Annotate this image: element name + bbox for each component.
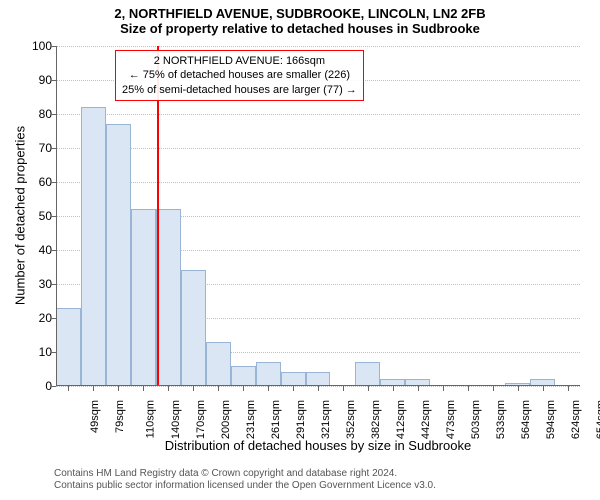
- x-tick-label: 654sqm: [595, 400, 600, 439]
- y-tick-label: 20: [4, 311, 52, 325]
- x-tick-mark: [568, 386, 569, 391]
- x-tick-label: 321sqm: [320, 400, 332, 439]
- x-tick-label: 533sqm: [495, 400, 507, 439]
- x-tick-label: 291sqm: [295, 400, 307, 439]
- x-tick-mark: [143, 386, 144, 391]
- x-tick-mark: [543, 386, 544, 391]
- y-tick-mark: [51, 46, 56, 47]
- histogram-bar: [81, 107, 106, 386]
- y-axis-line: [56, 46, 57, 386]
- y-tick-label: 40: [4, 243, 52, 257]
- x-tick-label: 170sqm: [195, 400, 207, 439]
- y-tick-mark: [51, 216, 56, 217]
- x-tick-mark: [93, 386, 94, 391]
- histogram-bar: [181, 270, 206, 386]
- x-tick-mark: [443, 386, 444, 391]
- y-tick-group: 0102030405060708090100: [0, 46, 56, 386]
- x-tick-label: 200sqm: [220, 400, 232, 439]
- x-tick-mark: [468, 386, 469, 391]
- x-tick-label: 473sqm: [445, 400, 457, 439]
- x-tick-mark: [118, 386, 119, 391]
- x-tick-label: 503sqm: [470, 400, 482, 439]
- title-line-1: 2, NORTHFIELD AVENUE, SUDBROOKE, LINCOLN…: [0, 0, 600, 21]
- y-tick-mark: [51, 284, 56, 285]
- annotation-box: 2 NORTHFIELD AVENUE: 166sqm← 75% of deta…: [115, 50, 364, 101]
- x-tick-group: 49sqm 79sqm 110sqm 140sqm 170sqm 200sqm 231sqm…: [56, 386, 580, 446]
- x-tick-label: 79sqm: [114, 400, 126, 433]
- y-tick-mark: [51, 318, 56, 319]
- x-tick-mark: [393, 386, 394, 391]
- annotation-line: 2 NORTHFIELD AVENUE: 166sqm: [122, 54, 357, 68]
- x-tick-mark: [168, 386, 169, 391]
- y-tick-mark: [51, 250, 56, 251]
- histogram-bar: [106, 124, 131, 386]
- y-tick-label: 80: [4, 107, 52, 121]
- x-tick-mark: [518, 386, 519, 391]
- x-tick-mark: [243, 386, 244, 391]
- x-tick-label: 352sqm: [345, 400, 357, 439]
- x-tick-label: 261sqm: [270, 400, 282, 439]
- histogram-bar: [256, 362, 281, 386]
- y-tick-label: 90: [4, 73, 52, 87]
- x-tick-label: 624sqm: [570, 400, 582, 439]
- y-tick-label: 100: [4, 39, 52, 53]
- x-tick-mark: [293, 386, 294, 391]
- x-tick-mark: [268, 386, 269, 391]
- attribution-footer: Contains HM Land Registry data © Crown c…: [54, 468, 436, 492]
- histogram-bar: [281, 372, 306, 386]
- y-tick-mark: [51, 182, 56, 183]
- x-tick-mark: [343, 386, 344, 391]
- gridline: [56, 114, 580, 115]
- y-tick-mark: [51, 352, 56, 353]
- x-tick-label: 110sqm: [145, 400, 157, 438]
- histogram-bar: [56, 308, 81, 386]
- x-tick-mark: [368, 386, 369, 391]
- x-tick-mark: [418, 386, 419, 391]
- gridline: [56, 46, 580, 47]
- annotation-line: ← 75% of detached houses are smaller (22…: [122, 68, 357, 82]
- x-tick-label: 140sqm: [170, 400, 182, 439]
- footer-line-2: Contains public sector information licen…: [54, 480, 436, 492]
- footer-line-1: Contains HM Land Registry data © Crown c…: [54, 468, 436, 480]
- y-tick-label: 30: [4, 277, 52, 291]
- histogram-bar: [231, 366, 256, 386]
- histogram-bar: [306, 372, 331, 386]
- x-tick-mark: [193, 386, 194, 391]
- x-tick-label: 412sqm: [395, 400, 407, 439]
- gridline: [56, 182, 580, 183]
- x-tick-mark: [68, 386, 69, 391]
- chart-container: 2, NORTHFIELD AVENUE, SUDBROOKE, LINCOLN…: [0, 0, 600, 500]
- histogram-bar: [355, 362, 380, 386]
- y-tick-mark: [51, 148, 56, 149]
- histogram-bar: [206, 342, 231, 386]
- y-tick-label: 60: [4, 175, 52, 189]
- histogram-bar: [131, 209, 156, 386]
- x-tick-mark: [493, 386, 494, 391]
- histogram-bar: [156, 209, 181, 386]
- x-tick-label: 594sqm: [545, 400, 557, 439]
- y-axis-title: Number of detached properties: [13, 116, 28, 316]
- y-tick-label: 70: [4, 141, 52, 155]
- y-tick-mark: [51, 80, 56, 81]
- annotation-line: 25% of semi-detached houses are larger (…: [122, 83, 357, 97]
- y-tick-label: 50: [4, 209, 52, 223]
- x-tick-label: 442sqm: [420, 400, 432, 439]
- x-tick-label: 49sqm: [90, 400, 102, 433]
- gridline: [56, 148, 580, 149]
- x-tick-label: 382sqm: [370, 400, 382, 439]
- x-axis-title: Distribution of detached houses by size …: [56, 438, 580, 453]
- y-tick-mark: [51, 114, 56, 115]
- x-tick-mark: [218, 386, 219, 391]
- x-tick-label: 231sqm: [245, 400, 257, 439]
- y-tick-label: 10: [4, 345, 52, 359]
- title-line-2: Size of property relative to detached ho…: [0, 21, 600, 36]
- x-tick-mark: [318, 386, 319, 391]
- y-tick-label: 0: [4, 379, 52, 393]
- x-tick-label: 564sqm: [520, 400, 532, 439]
